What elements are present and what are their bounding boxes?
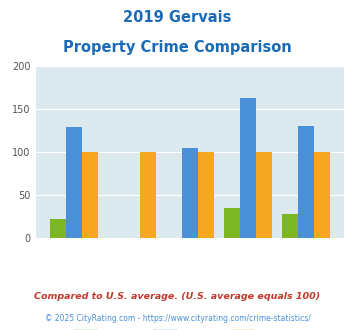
Bar [314, 152, 330, 238]
Bar [298, 126, 314, 238]
Bar [198, 152, 214, 238]
Bar [256, 152, 272, 238]
Bar [66, 127, 82, 238]
Bar [140, 152, 156, 238]
Bar [50, 219, 66, 238]
Bar [282, 214, 298, 238]
Bar [224, 208, 240, 238]
Text: © 2025 CityRating.com - https://www.cityrating.com/crime-statistics/: © 2025 CityRating.com - https://www.city… [45, 314, 310, 323]
Legend: Gervais, Oregon, National: Gervais, Oregon, National [70, 325, 310, 330]
Bar [240, 98, 256, 238]
Text: Property Crime Comparison: Property Crime Comparison [63, 40, 292, 54]
Text: Compared to U.S. average. (U.S. average equals 100): Compared to U.S. average. (U.S. average … [34, 292, 321, 301]
Bar [82, 152, 98, 238]
Text: 2019 Gervais: 2019 Gervais [123, 10, 232, 25]
Bar [182, 148, 198, 238]
